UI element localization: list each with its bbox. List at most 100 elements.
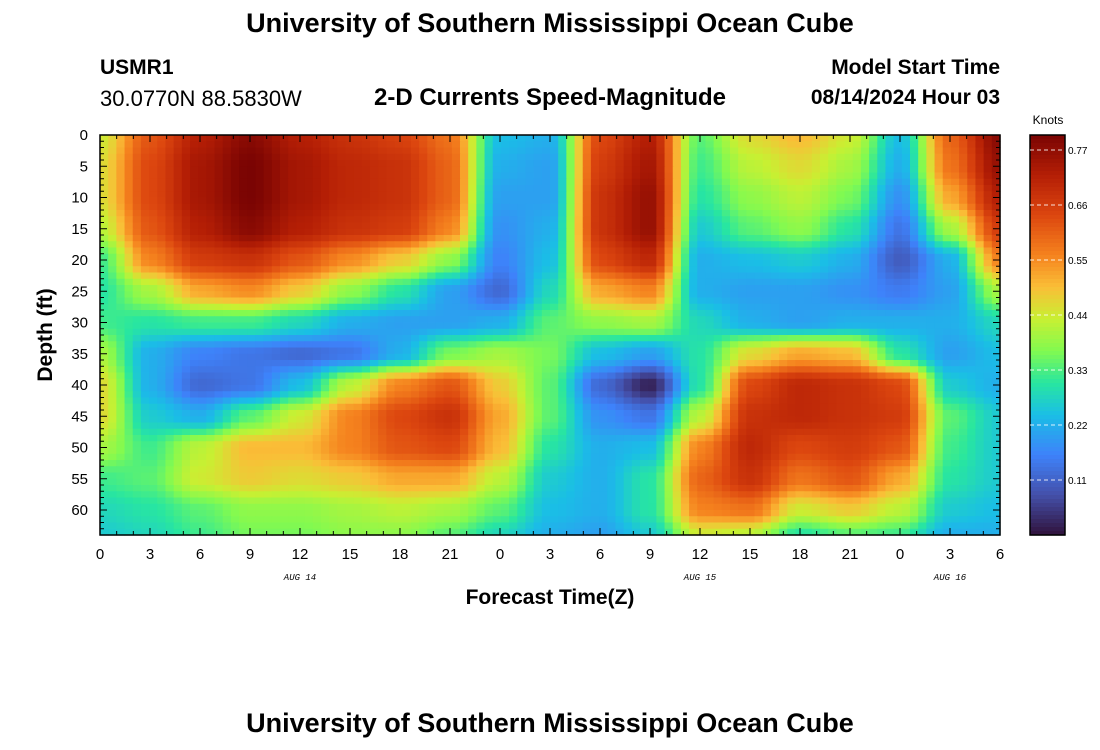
heatmap-cell bbox=[664, 166, 674, 174]
heatmap-cell bbox=[558, 303, 567, 311]
heatmap-cell bbox=[934, 210, 944, 217]
heatmap-cell bbox=[435, 172, 445, 180]
heatmap-cell bbox=[222, 403, 232, 411]
heatmap-cell bbox=[811, 260, 821, 267]
heatmap-cell bbox=[304, 403, 314, 411]
heatmap-cell bbox=[918, 285, 927, 292]
heatmap-cell bbox=[304, 297, 314, 305]
heatmap-cell bbox=[926, 153, 936, 161]
heatmap-cell bbox=[918, 328, 927, 336]
heatmap-cell bbox=[582, 253, 592, 261]
heatmap-cell bbox=[754, 203, 764, 211]
heatmap-cell bbox=[181, 241, 191, 249]
heatmap-cell bbox=[893, 278, 903, 286]
heatmap-cell bbox=[770, 385, 780, 392]
heatmap-cell bbox=[181, 347, 191, 355]
heatmap-cell bbox=[893, 366, 903, 374]
heatmap-cell bbox=[173, 203, 183, 211]
heatmap-cell bbox=[975, 172, 985, 180]
heatmap-cell bbox=[402, 228, 412, 236]
heatmap-cell bbox=[394, 335, 404, 342]
heatmap-cell bbox=[345, 397, 355, 405]
heatmap-cell bbox=[533, 347, 543, 355]
heatmap-cell bbox=[770, 353, 780, 361]
heatmap-cell bbox=[836, 391, 846, 399]
heatmap-cell bbox=[132, 241, 142, 249]
heatmap-cell bbox=[811, 266, 821, 274]
heatmap-cell bbox=[116, 347, 126, 355]
heatmap-cell bbox=[149, 141, 158, 149]
heatmap-cell bbox=[901, 316, 911, 324]
heatmap-cell bbox=[378, 216, 387, 224]
heatmap-cell bbox=[280, 185, 289, 192]
heatmap-cell bbox=[533, 222, 543, 230]
heatmap-cell bbox=[934, 191, 944, 199]
heatmap-cell bbox=[877, 366, 887, 374]
heatmap-cell bbox=[566, 260, 576, 267]
heatmap-cell bbox=[631, 191, 641, 199]
heatmap-cell bbox=[345, 203, 355, 211]
heatmap-cell bbox=[386, 291, 396, 299]
heatmap-cell bbox=[721, 347, 731, 355]
heatmap-cell bbox=[468, 310, 477, 317]
heatmap-cell bbox=[361, 235, 371, 242]
heatmap-cell bbox=[165, 191, 175, 199]
heatmap-cell bbox=[280, 303, 289, 311]
heatmap-cell bbox=[926, 353, 936, 361]
heatmap-cell bbox=[770, 147, 780, 155]
heatmap-cell bbox=[239, 297, 248, 305]
heatmap-cell bbox=[271, 166, 281, 174]
heatmap-cell bbox=[770, 235, 780, 242]
heatmap-cell bbox=[345, 191, 355, 199]
heatmap-cell bbox=[173, 160, 183, 167]
heatmap-cell bbox=[410, 191, 420, 199]
heatmap-cell bbox=[108, 178, 117, 186]
heatmap-cell bbox=[934, 141, 944, 149]
heatmap-cell bbox=[738, 410, 747, 417]
heatmap-cell bbox=[885, 285, 895, 292]
heatmap-cell bbox=[214, 347, 224, 355]
heatmap-cell bbox=[345, 241, 355, 249]
heatmap-cell bbox=[910, 322, 919, 330]
heatmap-cell bbox=[100, 141, 109, 149]
heatmap-cell bbox=[697, 141, 707, 149]
heatmap-cell bbox=[460, 347, 469, 355]
heatmap-cell bbox=[967, 191, 977, 199]
heatmap-cell bbox=[950, 210, 960, 217]
heatmap-cell bbox=[967, 353, 977, 361]
heatmap-cell bbox=[280, 397, 289, 405]
heatmap-cell bbox=[795, 191, 805, 199]
heatmap-cell bbox=[599, 272, 608, 280]
heatmap-cell bbox=[844, 385, 854, 392]
heatmap-cell bbox=[910, 241, 919, 249]
heatmap-cell bbox=[623, 372, 633, 380]
heatmap-cell bbox=[893, 216, 903, 224]
heatmap-cell bbox=[762, 228, 772, 236]
heatmap-cell bbox=[901, 210, 911, 217]
heatmap-cell bbox=[329, 147, 338, 155]
heatmap-cell bbox=[721, 322, 731, 330]
heatmap-cell bbox=[926, 235, 936, 242]
heatmap-cell bbox=[934, 260, 944, 267]
heatmap-cell bbox=[378, 391, 387, 399]
heatmap-cell bbox=[877, 247, 887, 255]
heatmap-cell bbox=[574, 347, 584, 355]
heatmap-cell bbox=[893, 385, 903, 392]
heatmap-cell bbox=[345, 310, 355, 317]
heatmap-cell bbox=[680, 303, 690, 311]
heatmap-cell bbox=[451, 403, 461, 411]
heatmap-cell bbox=[214, 160, 224, 167]
heatmap-cell bbox=[566, 272, 576, 280]
heatmap-cell bbox=[893, 347, 903, 355]
heatmap-cell bbox=[304, 335, 314, 342]
heatmap-cell bbox=[721, 135, 731, 142]
heatmap-cell bbox=[959, 203, 968, 211]
heatmap-cell bbox=[271, 197, 281, 205]
heatmap-cell bbox=[378, 160, 387, 167]
heatmap-cell bbox=[558, 397, 567, 405]
heatmap-cell bbox=[869, 216, 878, 224]
heatmap-cell bbox=[656, 360, 666, 367]
heatmap-cell bbox=[959, 278, 968, 286]
heatmap-cell bbox=[852, 216, 862, 224]
heatmap-cell bbox=[885, 235, 895, 242]
